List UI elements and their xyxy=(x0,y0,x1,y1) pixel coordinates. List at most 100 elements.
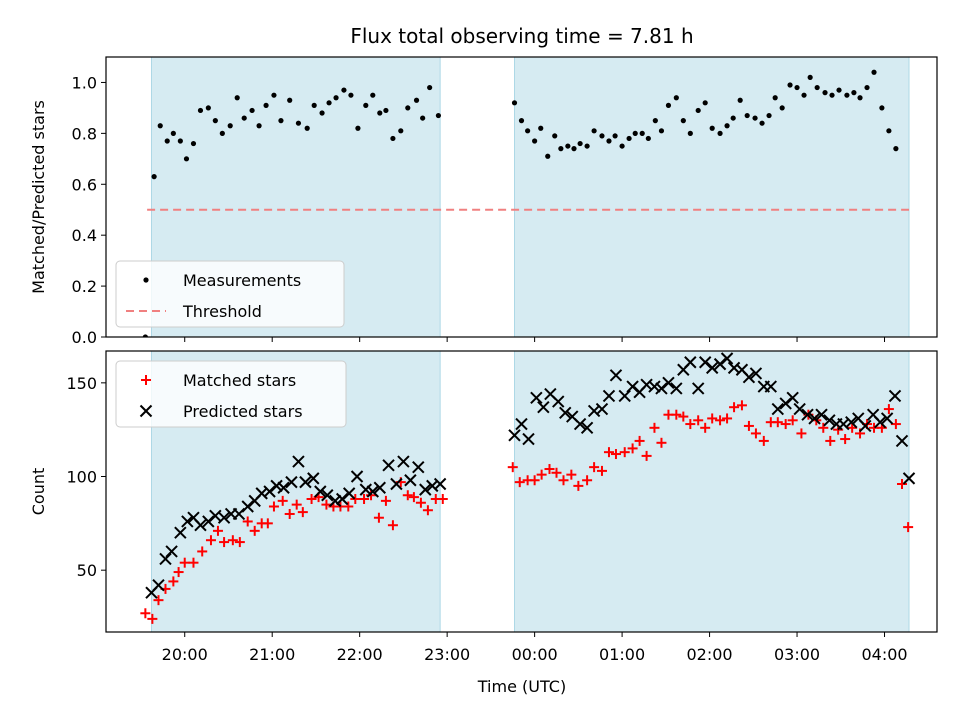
measurement-point xyxy=(606,138,612,144)
predicted-point xyxy=(530,391,543,405)
matched-point xyxy=(408,492,419,503)
measurement-point xyxy=(673,95,679,101)
x-stroke xyxy=(217,511,231,524)
measurement-point xyxy=(205,105,211,111)
matched-point xyxy=(173,567,184,578)
measurement-point xyxy=(183,156,190,162)
predicted-point xyxy=(888,389,902,403)
matched-point xyxy=(903,522,914,533)
observing-window xyxy=(514,350,910,633)
predicted-point xyxy=(382,459,395,472)
measurement-point xyxy=(151,174,157,180)
x-stroke xyxy=(895,434,909,448)
matched-point xyxy=(649,422,660,433)
predicted-point xyxy=(307,472,320,485)
observing-window xyxy=(514,56,910,338)
matched-point xyxy=(729,402,740,413)
measurement-point xyxy=(680,118,686,124)
x-stroke xyxy=(749,367,763,380)
measurement-point xyxy=(822,90,828,96)
measurement-point xyxy=(766,112,772,119)
x-stroke xyxy=(390,477,403,491)
matched-point xyxy=(262,518,273,529)
measurement-point xyxy=(212,118,218,124)
x-stroke xyxy=(705,361,719,375)
matched-point xyxy=(507,462,518,473)
measurement-point xyxy=(304,125,310,131)
matched-point xyxy=(205,535,216,546)
measurement-point xyxy=(571,146,577,152)
predicted-point xyxy=(419,483,432,496)
matched-point xyxy=(402,490,413,501)
matched-point xyxy=(306,493,317,504)
measurement-point xyxy=(724,123,730,129)
predicted-point xyxy=(373,481,386,494)
matched-point xyxy=(297,507,308,518)
predicted-point xyxy=(618,389,631,403)
measurement-point xyxy=(814,84,820,91)
x-stroke xyxy=(194,519,207,532)
matched-point xyxy=(610,449,621,460)
measurement-point xyxy=(665,102,672,108)
measurement-point xyxy=(319,110,325,116)
measurement-point xyxy=(851,90,857,96)
measurement-point xyxy=(190,140,197,147)
x-stroke xyxy=(808,412,821,425)
legend-marker-dot xyxy=(143,277,149,283)
matched-point xyxy=(707,413,718,424)
matched-point xyxy=(582,475,593,486)
predicted-point xyxy=(217,511,231,524)
measurement-point xyxy=(626,135,632,142)
x-stroke xyxy=(397,455,410,468)
y-tick-label: 0.8 xyxy=(72,124,97,143)
matched-point xyxy=(188,557,199,568)
matched-point xyxy=(818,422,829,433)
matched-point xyxy=(627,443,638,454)
predicted-point xyxy=(873,415,887,429)
matched-point xyxy=(242,516,253,527)
measurement-point xyxy=(591,128,597,134)
measurement-point xyxy=(197,107,204,114)
matched-point xyxy=(544,464,555,475)
measurement-point xyxy=(807,74,813,80)
x-stroke xyxy=(691,382,705,395)
legend-box xyxy=(115,360,347,428)
measurement-point xyxy=(687,130,693,136)
matched-point xyxy=(197,546,208,557)
predicted-point xyxy=(684,356,697,369)
predicted-point xyxy=(433,477,447,491)
legend-label: Predicted stars xyxy=(183,402,303,421)
measurement-point xyxy=(886,128,892,134)
matched-point xyxy=(796,428,807,439)
y-tick-label: 0.2 xyxy=(72,277,97,296)
matched-point xyxy=(573,480,584,491)
predicted-point xyxy=(786,391,799,405)
legend-box xyxy=(115,260,345,328)
measurement-point xyxy=(717,130,723,136)
measurement-point xyxy=(532,138,538,144)
predicted-point xyxy=(537,400,550,414)
measurement-point xyxy=(278,118,284,124)
measurement-point xyxy=(355,125,361,131)
x-stroke xyxy=(698,356,712,369)
x-stroke xyxy=(823,414,836,427)
matched-point xyxy=(227,535,238,546)
measurement-point xyxy=(545,153,551,159)
measurement-point xyxy=(271,92,277,98)
matched-point xyxy=(147,613,158,624)
data-layer xyxy=(140,352,916,624)
x-stroke xyxy=(626,380,639,393)
x-stroke xyxy=(174,526,187,539)
measurement-point xyxy=(341,87,347,93)
legend: Measurements Threshold xyxy=(115,260,345,328)
matched-point xyxy=(514,477,525,488)
matched-point xyxy=(722,413,733,424)
matched-point xyxy=(596,465,607,476)
measurement-point xyxy=(420,115,426,121)
measurement-point xyxy=(333,95,339,101)
measurement-point xyxy=(584,143,590,149)
legend-label: Threshold xyxy=(182,302,262,321)
measurement-point xyxy=(702,100,708,106)
matched-point xyxy=(321,499,332,510)
x-stroke xyxy=(412,460,425,474)
